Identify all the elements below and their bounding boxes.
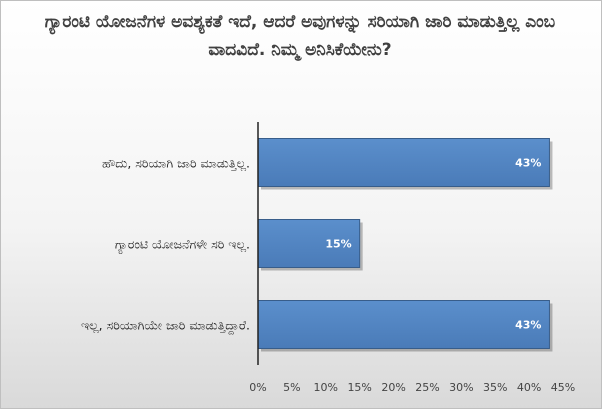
x-tick-label-2: 10% — [314, 381, 338, 394]
category-label-1: ಹೌದು, ಸರಿಯಾಗಿ ಜಾರಿ ಮಾಡುತ್ತಿಲ್ಲ. — [102, 156, 250, 172]
x-tick-label-0: 0% — [249, 381, 266, 394]
x-tick-label-3: 15% — [347, 381, 371, 394]
x-tick-label-7: 35% — [483, 381, 507, 394]
data-label-1: 43% — [515, 157, 541, 170]
chart-title: ಗ್ಯಾರಂಟಿ ಯೋಜನೆಗಳ ಅವಶ್ಯಕತೆ ಇದೆ, ಆದರೆ ಅವುಗ… — [44, 12, 556, 60]
data-label-2: 15% — [325, 238, 351, 251]
bar-3 — [257, 300, 550, 349]
data-label-3: 43% — [515, 319, 541, 332]
bar-1 — [257, 138, 550, 187]
x-tick-label-4: 20% — [381, 381, 405, 394]
x-tick-label-5: 25% — [415, 381, 439, 394]
category-label-3: ಇಲ್ಲ, ಸರಿಯಾಗಿಯೇ ಜಾರಿ ಮಾಡುತ್ತಿದ್ದಾರೆ. — [81, 318, 250, 335]
x-tick-label-1: 5% — [283, 381, 300, 394]
category-label-2: ಗ್ಯಾರಂಟಿ ಯೋಜನೆಗಳೇ ಸರಿ ಇಲ್ಲ. — [115, 237, 250, 255]
x-tick-label-6: 30% — [449, 381, 473, 394]
x-tick-label-8: 40% — [517, 381, 541, 394]
x-tick-label-9: 45% — [551, 381, 575, 394]
